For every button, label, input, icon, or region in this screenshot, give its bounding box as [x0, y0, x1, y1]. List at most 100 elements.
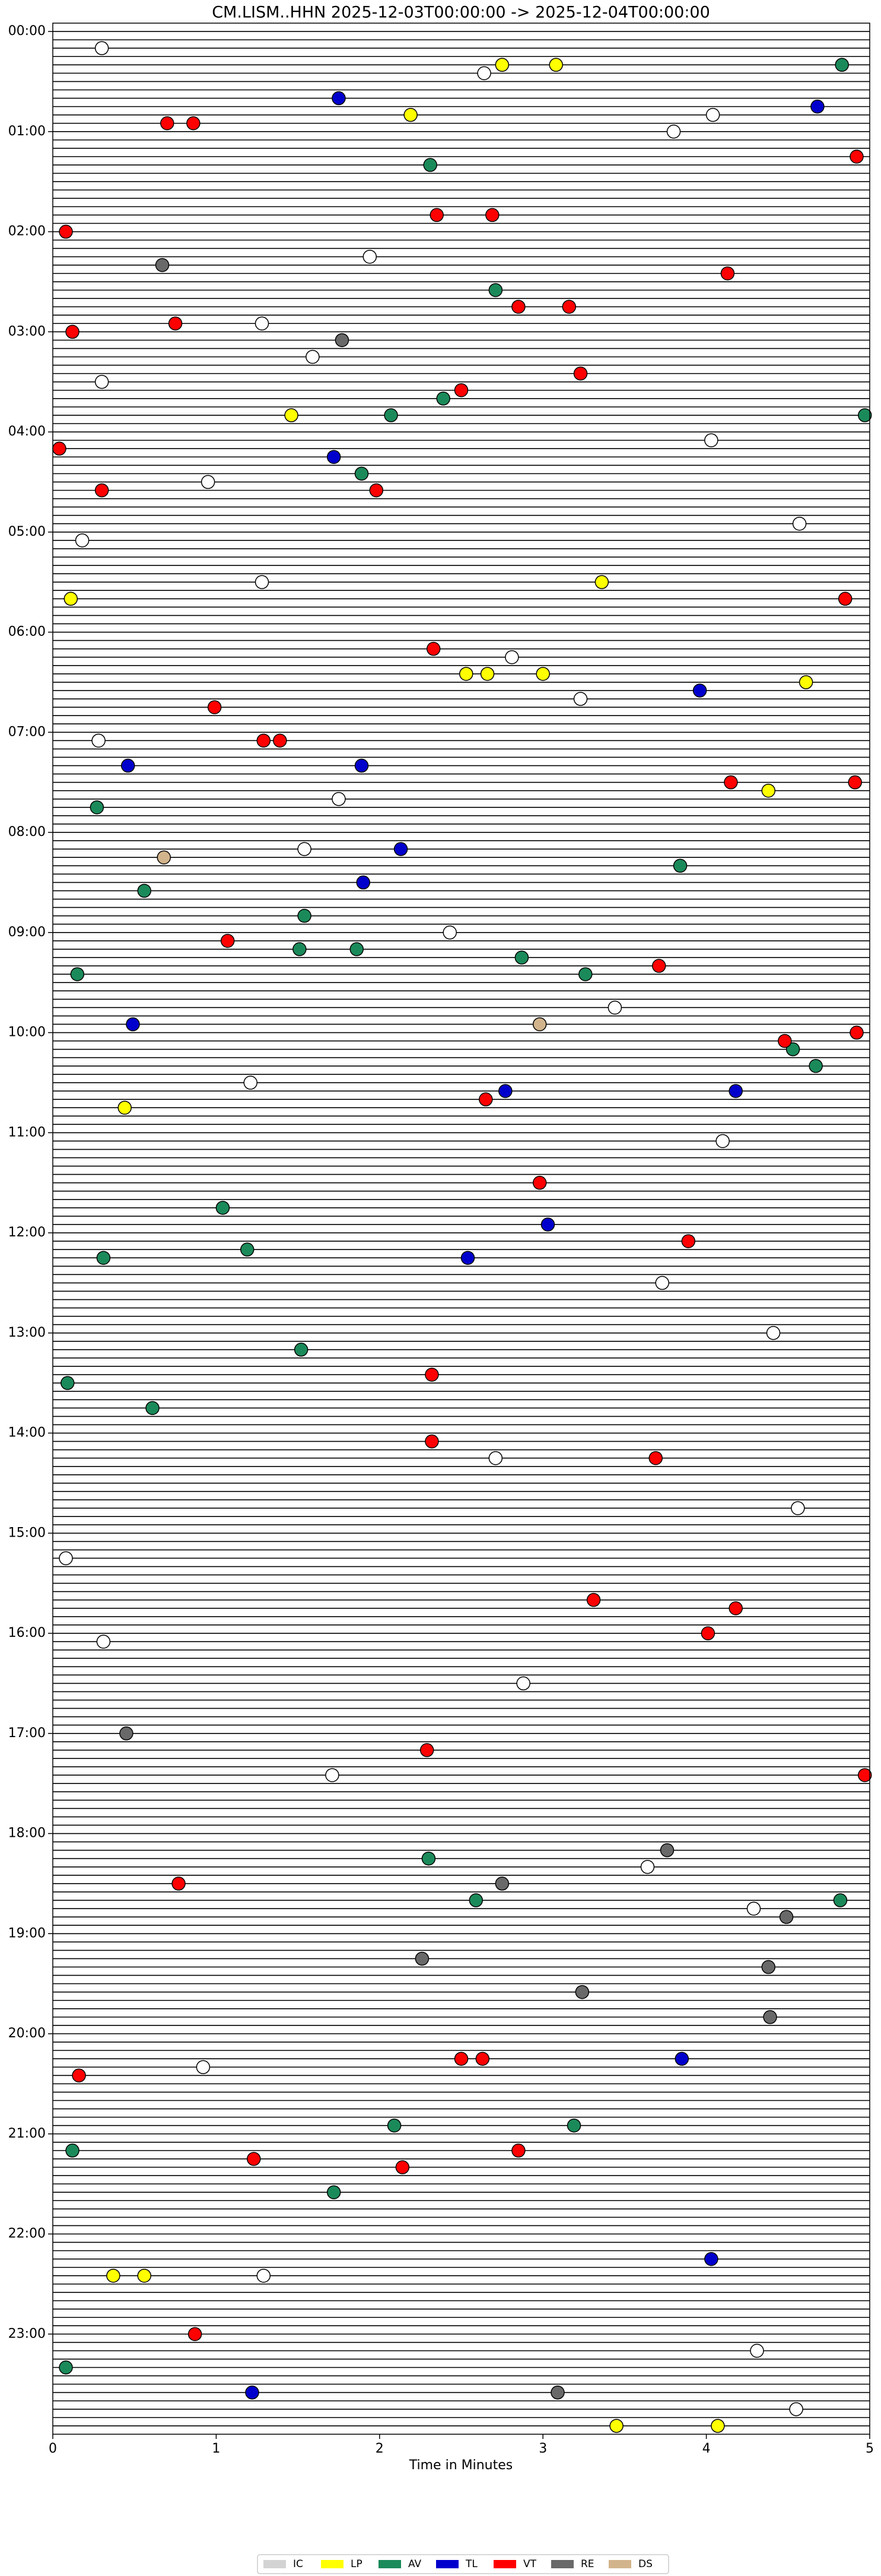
event-marker	[160, 116, 174, 131]
event-marker	[137, 2269, 151, 2283]
legend-swatch	[609, 2560, 631, 2568]
event-marker	[65, 2144, 79, 2158]
event-marker	[761, 1960, 776, 1974]
event-marker	[540, 1217, 555, 1232]
event-marker	[168, 316, 183, 330]
detection	[362, 249, 377, 264]
event-marker	[551, 2385, 565, 2400]
detection	[255, 575, 269, 589]
event-marker	[117, 1101, 132, 1115]
detection	[94, 41, 109, 55]
y-tick-label: 06:00	[8, 625, 46, 640]
event-marker	[395, 2160, 410, 2174]
detection	[325, 1768, 339, 1782]
event-marker	[384, 408, 398, 422]
event-marker	[495, 1877, 510, 1891]
event-marker	[157, 850, 171, 864]
event-marker	[356, 875, 371, 890]
event-marker	[454, 2052, 469, 2066]
event-marker	[155, 258, 170, 272]
detection	[516, 1676, 530, 1691]
event-marker	[532, 1175, 547, 1190]
detection	[766, 1326, 781, 1340]
y-tick-label: 19:00	[8, 1926, 46, 1941]
event-marker	[850, 1025, 864, 1040]
event-marker	[187, 2327, 202, 2342]
legend-label: LP	[351, 2558, 362, 2570]
detection	[792, 516, 807, 531]
y-tick-label: 01:00	[8, 124, 46, 139]
event-marker	[273, 733, 287, 748]
event-marker	[594, 575, 609, 589]
event-marker	[848, 775, 862, 790]
x-tick-label: 4	[702, 2441, 711, 2456]
event-marker	[562, 300, 577, 314]
event-marker	[469, 1893, 484, 1907]
legend-label: VT	[523, 2558, 537, 2570]
x-tick-label: 3	[539, 2441, 547, 2456]
event-marker	[532, 1017, 547, 1032]
detection	[488, 1451, 503, 1465]
legend-label: AV	[408, 2558, 422, 2570]
traces	[53, 31, 870, 2426]
event-marker	[704, 2251, 718, 2266]
event-marker	[681, 1234, 696, 1248]
event-marker	[648, 1451, 663, 1465]
event-marker	[454, 383, 469, 397]
event-marker	[294, 1343, 308, 1357]
event-marker	[480, 667, 495, 681]
y-tick-label: 02:00	[8, 224, 46, 239]
event-marker	[479, 1092, 493, 1106]
event-marker	[354, 758, 369, 773]
event-marker	[475, 2052, 490, 2066]
event-marker	[393, 842, 408, 856]
event-marker	[171, 1877, 186, 1891]
legend-swatch	[263, 2560, 286, 2568]
event-marker	[387, 2118, 402, 2133]
event-marker	[763, 2010, 777, 2024]
event-marker	[692, 683, 707, 698]
detection	[746, 1901, 761, 1916]
event-marker	[297, 908, 311, 923]
event-marker	[651, 959, 666, 973]
y-tick-label: 05:00	[8, 524, 46, 539]
detection	[715, 1134, 730, 1149]
event-marker	[256, 733, 271, 748]
event-marker	[514, 950, 529, 965]
y-tick-label: 00:00	[8, 24, 46, 39]
event-marker	[488, 283, 503, 297]
y-tick-label: 12:00	[8, 1225, 46, 1240]
legend-swatch	[321, 2560, 344, 2568]
event-marker	[369, 483, 384, 498]
detection	[59, 1551, 73, 1566]
legend-frame	[257, 2554, 669, 2574]
y-tick-label: 14:00	[8, 1426, 46, 1440]
event-marker	[423, 158, 437, 172]
y-tick-label: 17:00	[8, 1726, 46, 1741]
event-marker	[495, 58, 510, 72]
detection	[91, 733, 106, 748]
event-marker	[809, 1059, 823, 1073]
y-tick-label: 08:00	[8, 825, 46, 839]
detection	[306, 349, 320, 364]
event-marker	[119, 1726, 133, 1741]
legend-label: IC	[293, 2558, 303, 2570]
event-marker	[729, 1084, 743, 1098]
event-marker	[567, 2118, 581, 2133]
legend-swatch	[494, 2560, 516, 2568]
detection	[94, 374, 109, 389]
event-marker	[785, 1042, 800, 1057]
event-marker	[573, 366, 588, 381]
event-marker	[729, 1601, 743, 1615]
detection	[705, 107, 720, 122]
y-tick-label: 21:00	[8, 2126, 46, 2141]
event-marker	[578, 967, 593, 981]
event-marker	[609, 2419, 624, 2433]
event-marker	[459, 667, 473, 681]
event-marker	[335, 333, 349, 348]
event-marker	[575, 1985, 590, 1999]
detection	[201, 475, 215, 489]
event-marker	[660, 1843, 675, 1858]
event-marker	[65, 325, 79, 339]
